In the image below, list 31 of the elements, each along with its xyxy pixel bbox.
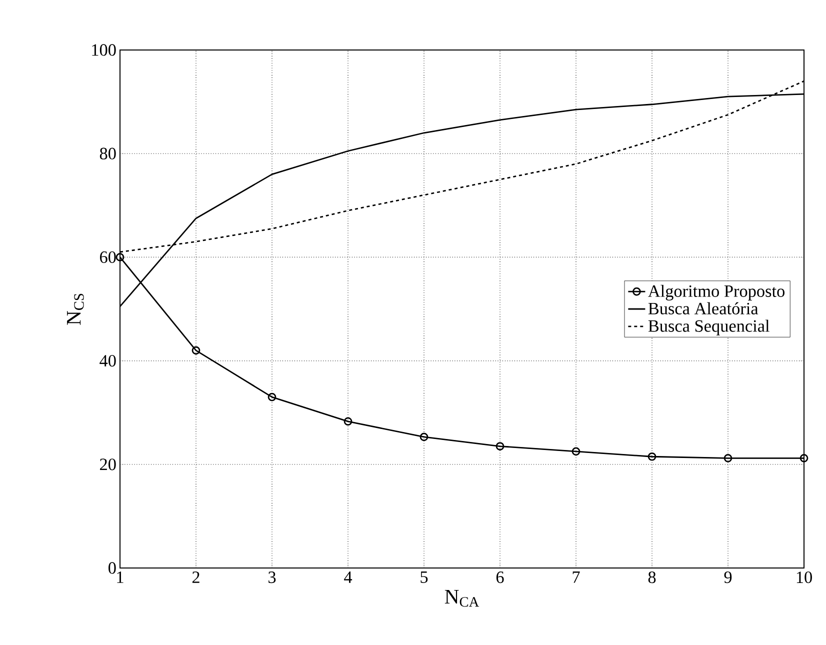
y-tick-label: 80 [100,148,116,160]
point [344,417,352,426]
x-tick-label: 4 [344,572,352,583]
x-tick-label: 9 [724,572,732,584]
y-tick-label: 60 [100,251,116,264]
point [724,454,732,462]
point [496,442,504,450]
point [268,392,276,402]
x-tick-label: 8 [648,572,656,584]
x-tick-label: 7 [572,572,580,583]
x-tick-label: 1 [117,572,124,583]
point [648,452,656,461]
x-tick-label: 3 [268,572,276,584]
x-tick-label: 5 [420,572,428,583]
point [116,253,124,262]
x-tick-label: 2 [192,572,200,583]
y-tick-label: 20 [100,458,116,470]
y-tick-label: 100 [92,44,116,56]
x-tick-label: 6 [496,572,504,584]
legend-label: Algoritmo Proposto [648,284,784,301]
legend-label: Busca Sequencial [648,320,770,336]
point [572,447,580,456]
point [800,454,808,462]
point [420,432,428,442]
x-tick-label: 10 [796,572,812,584]
x-axis-title: N$_{CA}$ [444,590,480,607]
y-tick-label: 40 [100,354,116,367]
legend-label: Busca Aleatória [648,302,758,314]
point [192,346,200,355]
y-tick-label: 0 [108,562,116,574]
y-axis-title: N$_{CS}$ [67,294,84,325]
